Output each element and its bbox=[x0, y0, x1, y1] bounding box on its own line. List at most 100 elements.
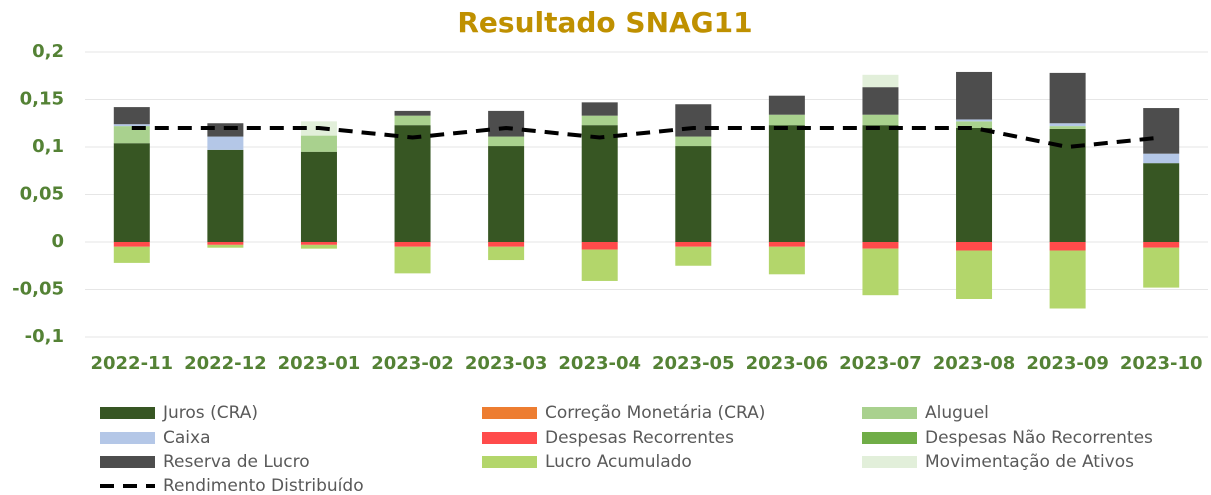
bar-segment bbox=[768, 246, 805, 275]
x-tick-label: 2022-11 bbox=[90, 353, 173, 374]
x-tick-label: 2023-03 bbox=[465, 353, 548, 374]
bar-segment bbox=[581, 249, 618, 281]
bar-segment bbox=[113, 124, 150, 127]
x-tick-label: 2023-06 bbox=[746, 353, 829, 374]
bar-segment bbox=[300, 244, 337, 249]
legend-label: Caixa bbox=[163, 428, 211, 448]
legend-swatch bbox=[100, 456, 155, 468]
bar-segment bbox=[1143, 242, 1180, 248]
y-tick-label: 0,1 bbox=[32, 136, 64, 157]
bar-segment bbox=[207, 149, 244, 242]
bar-segment bbox=[394, 115, 431, 126]
legend-label: Lucro Acumulado bbox=[545, 452, 692, 472]
bar-segment bbox=[300, 242, 337, 245]
x-tick-label: 2023-01 bbox=[278, 353, 361, 374]
legend-swatch bbox=[482, 456, 537, 468]
bar-segment bbox=[862, 74, 899, 88]
legend-swatch bbox=[862, 432, 917, 444]
bar-segment bbox=[862, 248, 899, 296]
bar-segment bbox=[394, 242, 431, 247]
bar-segment bbox=[113, 107, 150, 125]
bar-segment bbox=[207, 244, 244, 248]
x-tick-label: 2023-09 bbox=[1026, 353, 1109, 374]
bar-segment bbox=[113, 242, 150, 247]
bar-segment bbox=[1143, 153, 1180, 164]
bar-segment bbox=[675, 242, 712, 247]
y-tick-label: 0,2 bbox=[32, 41, 64, 62]
bar-segment bbox=[956, 242, 993, 251]
bar-segment bbox=[394, 110, 431, 116]
bar-segment bbox=[862, 125, 899, 242]
legend-label: Juros (CRA) bbox=[162, 403, 258, 423]
legend-label: Rendimento Distribuído bbox=[163, 476, 364, 495]
bar-segment bbox=[675, 136, 712, 147]
bar-segment bbox=[581, 102, 618, 116]
bar-segment bbox=[1143, 163, 1180, 242]
legend-swatch bbox=[100, 407, 155, 419]
legend-swatch bbox=[100, 432, 155, 444]
legend-swatch bbox=[482, 407, 537, 419]
bar-segment bbox=[956, 121, 993, 128]
bar-segment bbox=[581, 125, 618, 242]
y-tick-label: 0,15 bbox=[20, 89, 64, 110]
y-tick-label: 0,05 bbox=[20, 184, 64, 205]
bar-segment bbox=[488, 110, 525, 137]
bar-segment bbox=[862, 87, 899, 115]
bar-segment bbox=[862, 242, 899, 249]
bar-segment bbox=[675, 146, 712, 242]
x-tick-label: 2023-07 bbox=[839, 353, 922, 374]
y-tick-label: 0 bbox=[51, 231, 64, 252]
bar-segment bbox=[862, 114, 899, 126]
x-tick-label: 2023-05 bbox=[652, 353, 735, 374]
bar-segment bbox=[956, 71, 993, 120]
bar-segment bbox=[394, 125, 431, 242]
bar-segment bbox=[488, 246, 525, 261]
bar-segment bbox=[394, 246, 431, 274]
bar-segment bbox=[675, 104, 712, 137]
bar-segment bbox=[768, 95, 805, 115]
legend-label: Correção Monetária (CRA) bbox=[545, 403, 765, 423]
bar-segment bbox=[113, 126, 150, 144]
x-tick-label: 2023-08 bbox=[933, 353, 1016, 374]
bar-segment bbox=[1143, 247, 1180, 288]
bar-segment bbox=[768, 125, 805, 242]
bar-segment bbox=[768, 242, 805, 247]
legend-label: Despesas Recorrentes bbox=[545, 428, 734, 448]
bar-segment bbox=[300, 151, 337, 242]
bar-segment bbox=[581, 115, 618, 126]
bar-segment bbox=[1049, 123, 1086, 127]
bar-segment bbox=[488, 136, 525, 147]
chart-title: Resultado SNAG11 bbox=[457, 6, 752, 39]
bar-segment bbox=[207, 136, 244, 150]
bar-segment bbox=[1049, 126, 1086, 129]
bar-segment bbox=[300, 135, 337, 152]
x-tick-label: 2023-04 bbox=[558, 353, 641, 374]
x-tick-label: 2022-12 bbox=[184, 353, 267, 374]
x-tick-label: 2023-02 bbox=[371, 353, 454, 374]
y-tick-label: -0,1 bbox=[25, 326, 64, 347]
legend-swatch bbox=[482, 432, 537, 444]
legend-swatch bbox=[862, 456, 917, 468]
bar-segment bbox=[581, 242, 618, 250]
y-tick-label: -0,05 bbox=[12, 279, 64, 300]
bar-segment bbox=[113, 143, 150, 242]
legend-label: Reserva de Lucro bbox=[163, 452, 310, 472]
bar-segment bbox=[956, 128, 993, 242]
legend-label: Movimentação de Ativos bbox=[925, 452, 1134, 472]
bar-segment bbox=[1049, 72, 1086, 124]
line bbox=[131, 125, 1162, 150]
bar-segment bbox=[675, 246, 712, 266]
bar-segment bbox=[113, 246, 150, 263]
bar-segment bbox=[207, 242, 244, 245]
bar-segment bbox=[956, 119, 993, 122]
bar-segment bbox=[1049, 242, 1086, 251]
bar-segment bbox=[488, 242, 525, 247]
legend-label: Aluguel bbox=[925, 403, 989, 423]
x-tick-label: 2023-10 bbox=[1120, 353, 1203, 374]
bar-segment bbox=[488, 146, 525, 242]
bar-segment bbox=[768, 114, 805, 126]
bar-segment bbox=[956, 250, 993, 299]
legend-swatch bbox=[862, 407, 917, 419]
bar-segment bbox=[1049, 250, 1086, 309]
